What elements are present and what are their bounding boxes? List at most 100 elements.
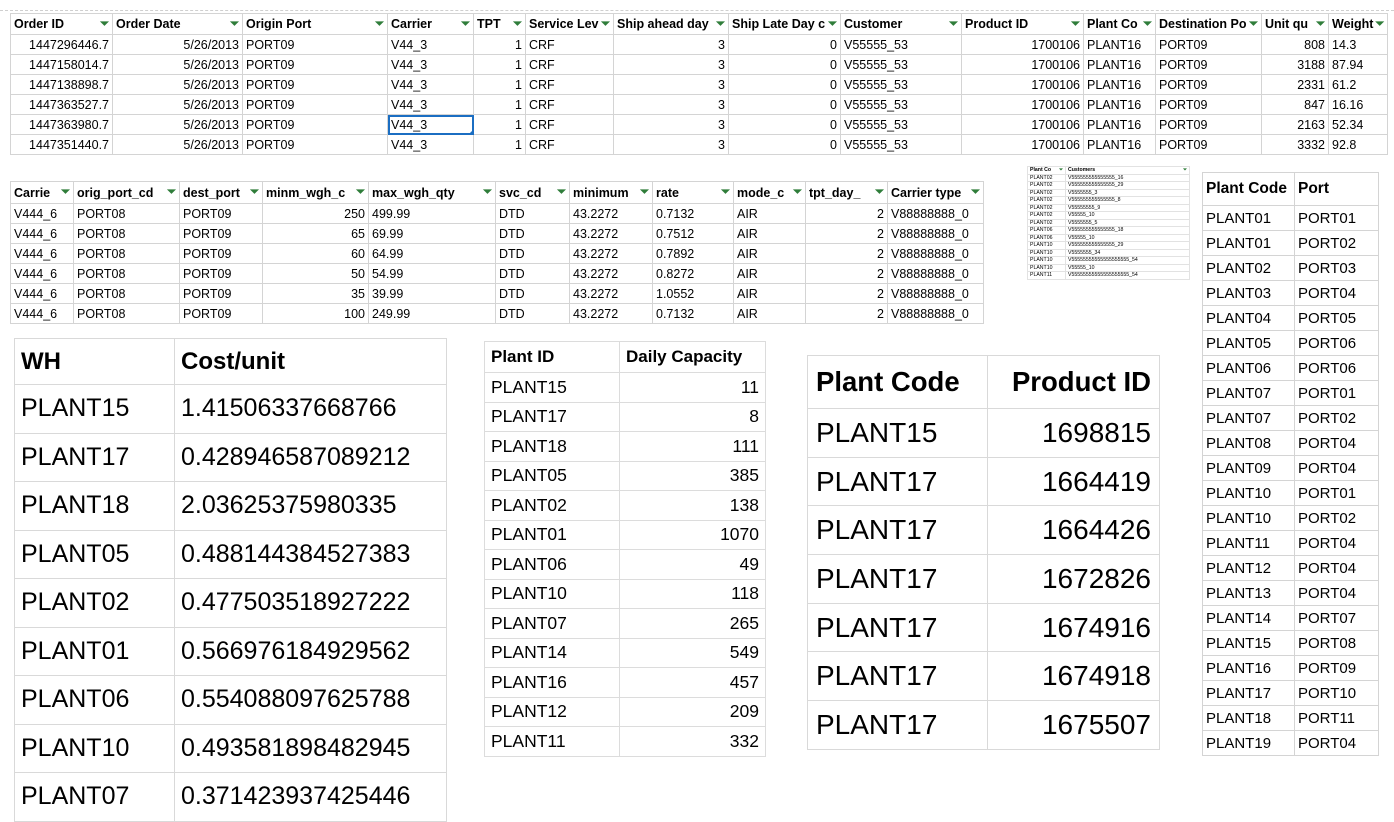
orders-cell[interactable]: 3	[613, 74, 729, 95]
plant_ports-cell[interactable]: PORT04	[1294, 530, 1379, 556]
plant_ports-cell[interactable]: PLANT04	[1202, 305, 1295, 331]
orders-cell[interactable]: 16.16	[1327, 94, 1389, 115]
orders-cell[interactable]: 3	[613, 54, 729, 75]
filter-dropdown-icon[interactable]: ⏷	[1375, 17, 1385, 30]
wh_costs-cell[interactable]: 0.477503518927222	[174, 578, 447, 628]
wh_costs-cell[interactable]: 0.428946587089212	[174, 432, 447, 482]
plant_ports-cell[interactable]: PLANT07	[1202, 380, 1295, 406]
plant_ports-cell[interactable]: PORT02	[1294, 405, 1379, 431]
products-cell[interactable]: 1664419	[987, 456, 1160, 507]
customers-cell[interactable]: V55555_10	[1065, 263, 1190, 272]
filter-dropdown-icon[interactable]: ⏷	[167, 186, 176, 198]
filter-dropdown-icon[interactable]: ⏷	[375, 17, 384, 30]
capacities-cell[interactable]: PLANT01	[484, 519, 620, 550]
freight-cell[interactable]: AIR	[733, 303, 806, 324]
orders-cell[interactable]: 1700106	[961, 134, 1084, 155]
plant_ports-cell[interactable]: PLANT11	[1202, 530, 1295, 556]
capacities-cell[interactable]: 549	[619, 637, 766, 668]
orders-cell[interactable]: V44_3	[387, 74, 474, 95]
orders-cell[interactable]: 2331	[1261, 74, 1329, 95]
capacities-cell[interactable]: 1070	[619, 519, 766, 550]
products-cell[interactable]: 1698815	[987, 408, 1160, 458]
customers-cell[interactable]: PLANT02	[1027, 173, 1066, 182]
freight-cell[interactable]: 2	[805, 223, 888, 244]
plant_ports-cell[interactable]: PORT02	[1294, 505, 1379, 531]
wh_costs-cell[interactable]: PLANT07	[14, 772, 175, 822]
plant_ports-cell[interactable]: PLANT14	[1202, 605, 1295, 631]
orders-cell[interactable]: 87.94	[1327, 54, 1389, 75]
freight-cell[interactable]: V88888888_0	[887, 203, 984, 224]
customers-header-1[interactable]: Customers ⏷	[1065, 166, 1190, 175]
plant_ports-cell[interactable]: PLANT02	[1202, 255, 1295, 281]
freight-cell[interactable]: PORT08	[73, 303, 180, 324]
filter-dropdown-icon[interactable]: ⏷	[640, 186, 649, 198]
orders-cell[interactable]: 5/26/2013	[112, 134, 243, 155]
orders-cell[interactable]: PLANT16	[1083, 114, 1156, 135]
products-cell[interactable]: PLANT17	[807, 554, 988, 604]
orders-header-12[interactable]: Unit qu ⏷	[1261, 13, 1329, 35]
filter-dropdown-icon[interactable]: ⏷	[483, 186, 492, 198]
freight-cell[interactable]: V444_6	[10, 223, 74, 244]
plant_ports-cell[interactable]: PLANT03	[1202, 280, 1295, 306]
freight-cell[interactable]: V444_6	[10, 263, 74, 284]
capacities-cell[interactable]: 111	[619, 431, 766, 462]
orders-cell[interactable]: V44_3	[387, 54, 474, 75]
orders-cell[interactable]: 5/26/2013	[112, 34, 243, 55]
capacities-cell[interactable]: PLANT11	[484, 726, 620, 757]
customers-cell[interactable]: PLANT06	[1027, 226, 1066, 235]
plant_ports-cell[interactable]: PLANT06	[1202, 355, 1295, 381]
freight-cell[interactable]: V444_6	[10, 203, 74, 224]
freight-cell[interactable]: 43.2272	[569, 243, 653, 264]
plant_ports-cell[interactable]: PORT04	[1294, 455, 1379, 481]
wh_costs-cell[interactable]: 1.41506337668766	[174, 384, 447, 434]
customers-cell[interactable]: PLANT10	[1027, 263, 1066, 272]
orders-cell[interactable]: PORT09	[1155, 94, 1262, 115]
freight-cell[interactable]: PORT08	[73, 223, 180, 244]
orders-cell[interactable]: 3	[613, 114, 729, 135]
orders-cell[interactable]: 1447158014.7	[10, 54, 113, 75]
orders-cell[interactable]: PORT09	[242, 34, 388, 55]
orders-cell[interactable]: 3	[613, 34, 729, 55]
wh_costs-cell[interactable]: 2.03625375980335	[174, 481, 447, 531]
plant_ports-cell[interactable]: PORT04	[1294, 430, 1379, 456]
filter-dropdown-icon[interactable]: ⏷	[1182, 167, 1187, 174]
capacities-cell[interactable]: PLANT17	[484, 401, 620, 432]
plant_ports-cell[interactable]: PORT01	[1294, 380, 1379, 406]
orders-cell[interactable]: 5/26/2013	[112, 74, 243, 95]
orders-cell[interactable]: 0	[728, 94, 841, 115]
filter-dropdown-icon[interactable]: ⏷	[971, 186, 980, 198]
freight-cell[interactable]: PORT09	[179, 223, 263, 244]
plant_ports-cell[interactable]: PLANT01	[1202, 205, 1295, 231]
customers-cell[interactable]: PLANT11	[1027, 271, 1066, 280]
filter-dropdown-icon[interactable]: ⏷	[716, 17, 725, 30]
orders-cell[interactable]: V55555_53	[840, 74, 962, 95]
filter-dropdown-icon[interactable]: ⏷	[601, 17, 610, 30]
orders-header-0[interactable]: Order ID ⏷	[10, 13, 113, 35]
orders-cell[interactable]: PORT09	[242, 74, 388, 95]
freight-cell[interactable]: V88888888_0	[887, 223, 984, 244]
freight-cell[interactable]: DTD	[495, 283, 570, 304]
orders-cell[interactable]: 1	[473, 34, 526, 55]
orders-cell[interactable]: V44_3	[387, 94, 474, 115]
freight-cell[interactable]: AIR	[733, 243, 806, 264]
orders-header-6[interactable]: Ship ahead day ⏷	[613, 13, 729, 35]
customers-cell[interactable]: V5555555_34	[1065, 248, 1190, 257]
filter-dropdown-icon[interactable]: ⏷	[949, 17, 958, 30]
freight-cell[interactable]: 250	[262, 203, 369, 224]
customers-cell[interactable]: V55555555555555555555_54	[1065, 271, 1190, 280]
products-cell[interactable]: 1664426	[987, 505, 1160, 556]
orders-cell[interactable]: 14.3	[1327, 34, 1389, 55]
freight-cell[interactable]: 65	[262, 223, 369, 244]
freight-cell[interactable]: PORT08	[73, 243, 180, 264]
products-cell[interactable]: 1674916	[987, 602, 1160, 653]
orders-header-4[interactable]: TPT ⏷	[473, 13, 526, 35]
freight-cell[interactable]: AIR	[733, 223, 806, 244]
freight-cell[interactable]: PORT09	[179, 303, 263, 324]
customers-cell[interactable]: PLANT10	[1027, 256, 1066, 265]
filter-dropdown-icon[interactable]: ⏷	[1143, 17, 1152, 30]
orders-cell[interactable]: 0	[728, 134, 841, 155]
orders-cell[interactable]: 1700106	[961, 54, 1084, 75]
products-cell[interactable]: PLANT17	[807, 602, 988, 653]
customers-cell[interactable]: V55555_10	[1065, 233, 1190, 242]
freight-cell[interactable]: 0.7892	[652, 243, 734, 264]
